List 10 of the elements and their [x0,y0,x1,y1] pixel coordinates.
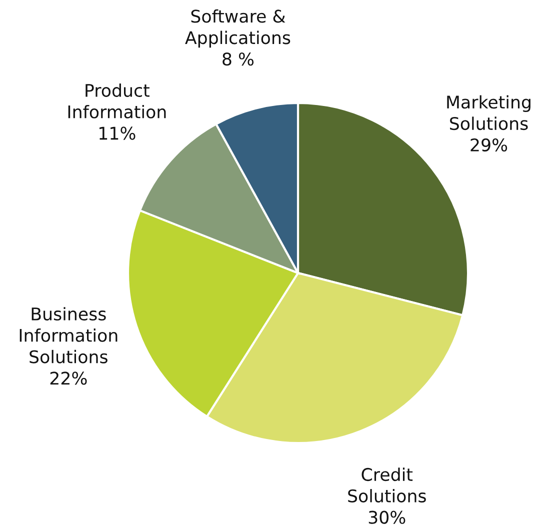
data-label: 22% [50,372,87,385]
slice-label: Credit Solutions [348,468,426,502]
data-label: 8 % [222,52,254,66]
slice-label: Business Information Solutions [20,307,118,364]
slice-label: Marketing Solutions [447,95,530,130]
data-label: 11% [100,126,136,140]
data-label: 29% [470,138,508,152]
data-label: 30% [368,510,406,524]
slice-label: Product Information [68,84,166,118]
slice-label: Software & Applications [185,9,290,48]
